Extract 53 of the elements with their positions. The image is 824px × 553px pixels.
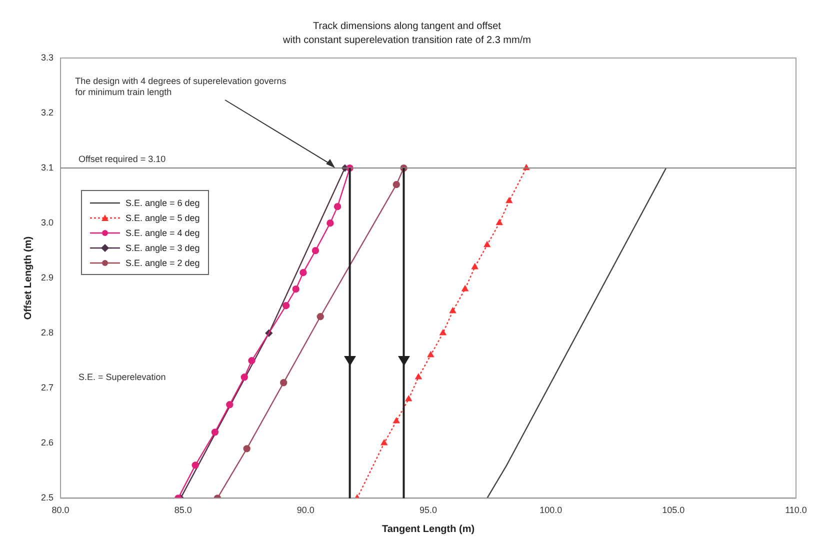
x-axis-title: Tangent Length (m) (382, 524, 475, 535)
point (316, 313, 324, 320)
chart-title: Track dimensions along tangent and offset (313, 20, 502, 32)
x-tick-label: 90.0 (296, 505, 314, 516)
point (326, 219, 334, 227)
point (440, 330, 446, 336)
point (472, 263, 478, 270)
point (484, 241, 490, 248)
legend-label: S.E. angle = 6 deg (126, 198, 200, 208)
legend-label: S.E. angle = 2 deg (126, 258, 200, 268)
point (506, 197, 512, 204)
point (496, 219, 503, 226)
y-axis-title: Offset Length (m) (22, 236, 34, 320)
point (192, 462, 199, 469)
point (243, 445, 250, 452)
y-tick-label: 2.5 (40, 492, 54, 503)
y-tick-label: 3.2 (40, 108, 54, 118)
x-tick-label: 80.0 (52, 505, 70, 516)
x-tick-label: 110.0 (785, 505, 807, 516)
x-tick-label: 85.0 (174, 505, 192, 516)
y-tick-label: 2.7 (40, 382, 54, 393)
point (312, 246, 320, 254)
y-tick-label: 2.6 (40, 438, 54, 448)
point (392, 180, 400, 188)
legend-label: S.E. angle = 3 deg (126, 242, 200, 253)
annotation: S.E. = Superelevation (78, 372, 166, 382)
x-tick-label: 100.0 (540, 505, 562, 516)
point (292, 286, 300, 293)
point (462, 286, 468, 292)
point (226, 401, 234, 408)
point (300, 269, 307, 276)
y-tick-label: 2.8 (40, 328, 54, 338)
point (282, 302, 290, 310)
x-tick-label: 95.0 (419, 505, 438, 516)
point (380, 440, 388, 446)
point (405, 396, 412, 402)
chart-subtitle: with constant superelevation transition rate of 2.3 mm/m (282, 34, 531, 46)
point (393, 418, 400, 424)
x-tick-label: 105.0 (662, 505, 685, 516)
annotation: The design with 4 degrees of superelevation governs for minimum train length (75, 76, 287, 97)
point (280, 379, 288, 386)
y-tick-label: 2.9 (40, 272, 54, 283)
point (415, 374, 422, 380)
point (334, 202, 342, 210)
point (248, 357, 256, 364)
point (240, 374, 248, 381)
y-tick-label: 3.3 (40, 52, 54, 62)
y-tick-label: 3.1 (40, 162, 54, 173)
ref-line-label: Offset required = 3.10 (78, 154, 166, 164)
legend-label: S.E. angle = 4 deg (126, 228, 200, 238)
point (211, 428, 219, 436)
legend-label: S.E. angle = 5 deg (126, 212, 200, 223)
y-tick-label: 3.0 (40, 218, 54, 228)
